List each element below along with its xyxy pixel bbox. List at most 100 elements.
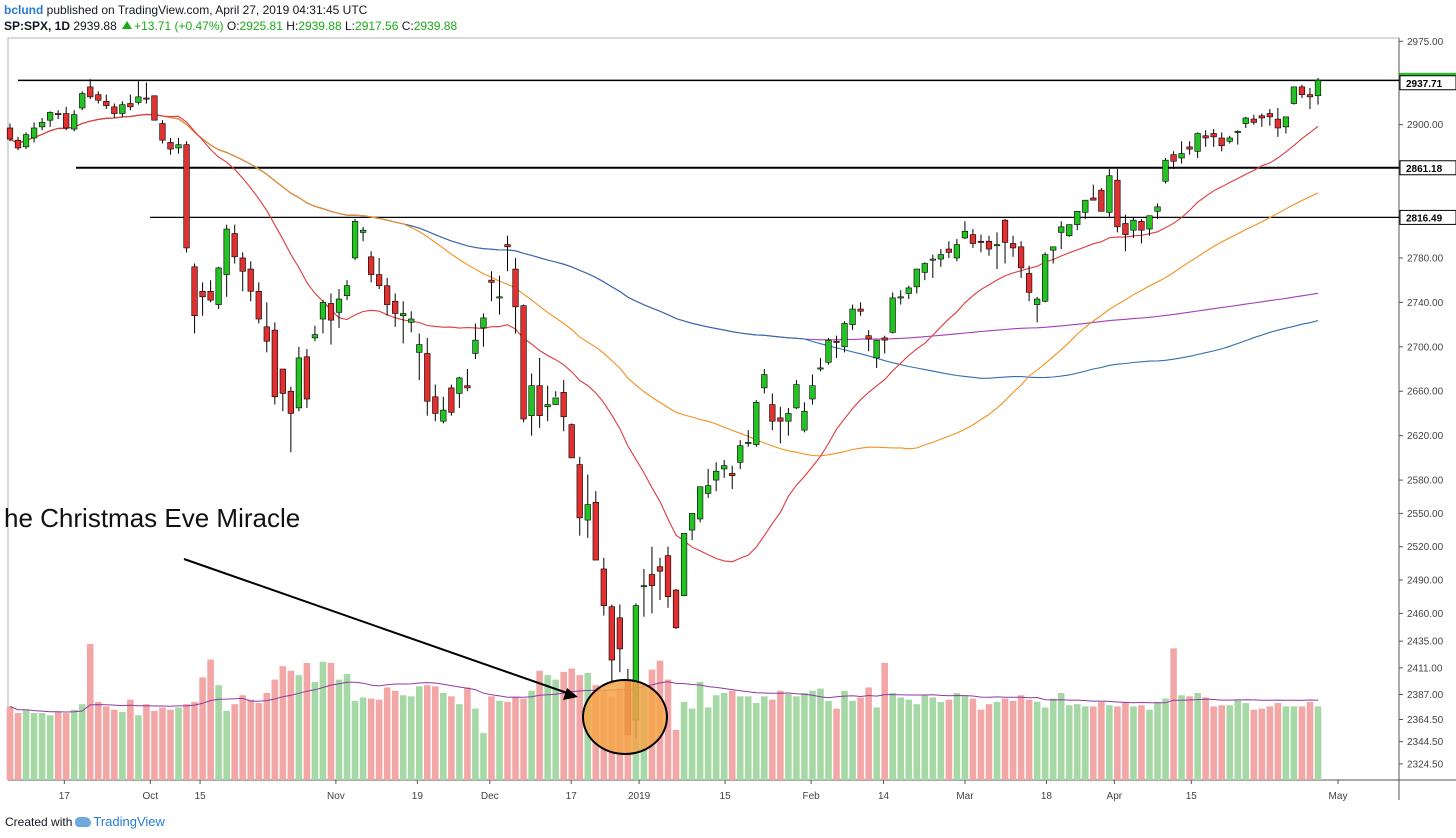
volume-bar <box>423 685 431 780</box>
candle <box>897 290 904 305</box>
candle <box>785 407 792 436</box>
candle-body <box>1202 135 1209 139</box>
candle-body <box>897 296 904 299</box>
candle <box>961 221 969 240</box>
volume-bar <box>1298 706 1306 780</box>
candle-body <box>103 101 110 107</box>
ma-red-line <box>9 113 1319 563</box>
candle-body <box>111 106 118 114</box>
candle <box>849 304 856 331</box>
candle-body <box>279 368 286 394</box>
candle-body <box>961 230 969 239</box>
candle-body <box>881 337 888 341</box>
candle <box>1282 116 1290 134</box>
candle-body <box>921 263 928 273</box>
candle-body <box>416 344 423 353</box>
volume-bar <box>1081 706 1089 780</box>
volume-bar <box>1266 706 1274 780</box>
candle <box>729 465 736 489</box>
volume-bar <box>1218 705 1225 780</box>
candle-body <box>1282 116 1290 128</box>
x-tick-label: May <box>1329 791 1348 802</box>
candle <box>929 254 936 278</box>
candle-body <box>809 385 816 400</box>
candle-body <box>175 144 182 149</box>
candle-body <box>680 533 688 596</box>
volume-bar <box>953 693 961 780</box>
price-label-text: 2816.49 <box>1406 213 1443 224</box>
candle-body <box>1042 254 1049 302</box>
candle <box>335 289 343 328</box>
volume-bar <box>1098 701 1105 780</box>
candle-body <box>1186 146 1193 150</box>
tradingview-brand[interactable]: TradingView <box>93 814 165 829</box>
candle <box>22 132 30 150</box>
volume-bar <box>54 711 62 780</box>
candle-body <box>263 326 270 342</box>
x-tick-label: Feb <box>802 791 820 802</box>
candle <box>640 568 648 617</box>
candle-body <box>873 339 880 359</box>
volume-bar <box>247 699 255 780</box>
candle <box>287 386 294 453</box>
candle-body <box>135 96 142 103</box>
candle-body <box>1034 298 1041 305</box>
candle-body <box>576 464 583 519</box>
candle-body <box>672 589 680 629</box>
volume-bar <box>38 713 46 780</box>
candle <box>745 430 752 447</box>
volume-bar <box>1170 648 1177 780</box>
publish-date: published on TradingView.com, April 27, … <box>46 3 368 17</box>
volume-bar <box>207 659 214 780</box>
volume-bar <box>464 687 471 780</box>
candle-body <box>705 485 712 494</box>
author-name[interactable]: bclund <box>4 3 44 17</box>
volume-bar <box>809 690 816 780</box>
candle-body <box>303 356 311 400</box>
annotation-arrow-line <box>183 558 571 695</box>
candle <box>1314 77 1322 105</box>
candle-body <box>697 486 704 520</box>
x-tick-label: 2019 <box>628 791 651 802</box>
candle <box>801 402 808 433</box>
volume-bar <box>239 695 247 780</box>
y-tick-label: 2975.00 <box>1407 37 1444 48</box>
volume-bar <box>343 674 351 780</box>
candle <box>424 337 431 416</box>
x-tick-label: 14 <box>878 791 890 802</box>
candle <box>1186 141 1193 155</box>
y-tick-label: 2660.00 <box>1407 387 1444 398</box>
candle-body <box>191 266 198 316</box>
volume-bar <box>367 698 375 780</box>
volume-bar <box>1049 698 1057 780</box>
candle-body <box>1026 273 1033 293</box>
candle-body <box>528 385 535 416</box>
candle <box>111 103 118 118</box>
volume-bar <box>1065 705 1073 780</box>
candle <box>825 337 832 365</box>
candle-body <box>985 240 993 250</box>
volume-bar <box>383 687 391 780</box>
price-change: +13.71 (+0.47%) <box>134 19 224 33</box>
x-tick-label: 17 <box>59 791 71 802</box>
candle-body <box>319 302 327 320</box>
created-with-label: Created with <box>5 815 73 829</box>
candle-body <box>937 254 944 260</box>
volume-bar <box>993 701 1001 780</box>
candle <box>1154 203 1161 220</box>
candle-body <box>151 95 158 121</box>
volume-bar <box>1234 699 1242 780</box>
candle <box>167 137 174 155</box>
volume-bar <box>22 709 30 780</box>
candle <box>857 302 864 316</box>
volume-bar <box>287 670 295 780</box>
x-tick-label: Apr <box>1107 791 1123 802</box>
candle-body <box>255 290 262 320</box>
candle <box>247 261 254 302</box>
low-label: L: <box>345 19 356 33</box>
candle-body <box>1162 159 1169 182</box>
volume-bar <box>680 701 688 780</box>
candle-body <box>769 404 776 422</box>
volume-ma-line <box>9 681 1319 713</box>
